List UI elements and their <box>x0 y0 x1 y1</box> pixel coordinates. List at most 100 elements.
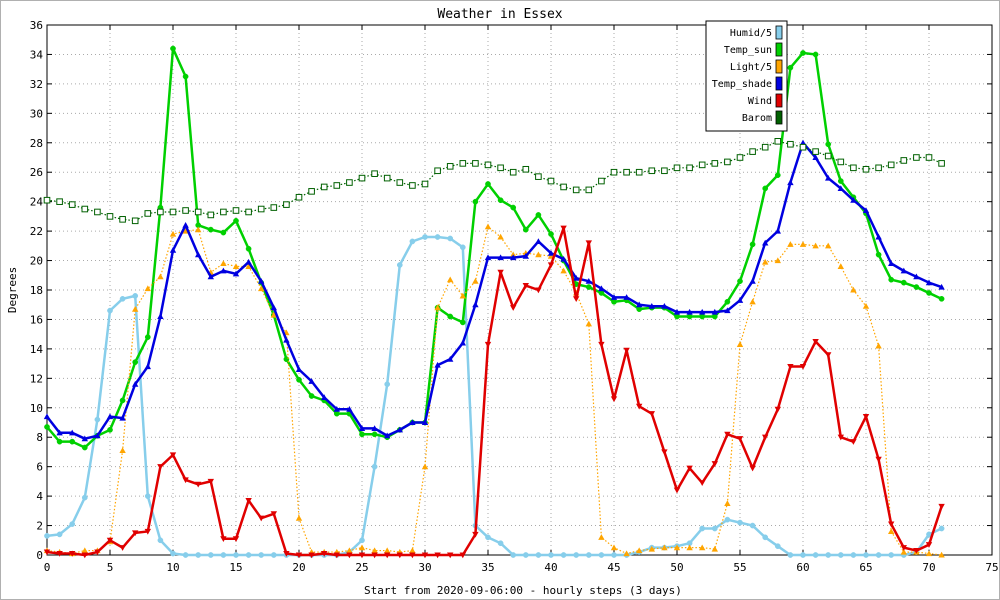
point-temp-sun <box>585 284 592 290</box>
point-temp-sun <box>837 178 844 184</box>
point-light-5 <box>497 233 504 240</box>
point-light-5 <box>220 260 227 267</box>
point-wind <box>169 452 177 459</box>
point-light-5 <box>736 341 744 348</box>
point-barom <box>711 160 719 167</box>
point-temp-sun <box>711 313 718 320</box>
point-barom <box>812 148 819 155</box>
point-barom <box>106 213 114 220</box>
point-light-5 <box>157 273 164 280</box>
series-line-temp-shade <box>46 141 943 440</box>
point-barom <box>169 208 177 216</box>
point-humid-5 <box>573 552 580 558</box>
point-temp-shade <box>636 301 643 308</box>
legend: Humid/5 Temp_sun Light/5 Temp_shade Wind Baro… <box>705 20 788 132</box>
point-light-5 <box>598 534 605 540</box>
point-wind <box>648 411 655 417</box>
point-temp-shade <box>358 425 366 431</box>
point-barom <box>648 167 656 175</box>
point-temp-shade <box>106 413 114 420</box>
series-wind <box>43 225 945 559</box>
x-tick-label: 65 <box>859 561 872 574</box>
point-temp-shade <box>736 297 744 303</box>
point-light-5 <box>673 544 681 551</box>
point-barom <box>308 188 315 195</box>
point-barom <box>283 201 290 208</box>
point-light-5 <box>434 304 441 311</box>
point-temp-sun <box>296 376 302 383</box>
y-tick-label: 0 <box>36 549 43 562</box>
point-temp-shade <box>762 239 769 246</box>
point-temp-sun <box>510 204 517 211</box>
point-barom <box>81 205 89 213</box>
point-wind <box>497 269 504 276</box>
point-temp-sun <box>762 185 769 192</box>
point-temp-sun <box>674 313 680 320</box>
point-barom <box>56 198 63 205</box>
point-temp-sun <box>699 313 706 320</box>
x-tick-label: 25 <box>355 561 368 574</box>
point-wind <box>245 497 252 504</box>
point-barom <box>635 168 643 176</box>
point-humid-5 <box>245 552 252 558</box>
point-wind <box>308 552 315 559</box>
point-wind <box>535 287 542 294</box>
legend-swatch-temp-shade <box>775 76 783 91</box>
point-barom <box>119 216 126 223</box>
point-light-5 <box>258 285 265 292</box>
point-temp-shade <box>547 249 555 256</box>
point-light-5 <box>119 447 126 454</box>
x-tick-label: 0 <box>44 561 51 574</box>
point-barom <box>824 152 832 160</box>
point-light-5 <box>774 257 781 264</box>
point-temp-sun <box>812 51 819 58</box>
point-wind <box>749 465 756 472</box>
point-wind <box>774 406 781 413</box>
point-barom <box>182 207 189 214</box>
point-temp-shade <box>270 304 277 311</box>
point-barom <box>875 164 882 172</box>
point-barom <box>257 205 265 213</box>
point-light-5 <box>875 342 882 349</box>
point-wind <box>144 528 151 535</box>
point-barom <box>522 165 530 173</box>
point-barom <box>787 140 794 148</box>
point-humid-5 <box>359 537 365 544</box>
point-barom <box>497 164 504 172</box>
point-temp-sun <box>485 181 491 187</box>
point-light-5 <box>245 263 252 270</box>
point-temp-shade <box>497 254 504 261</box>
point-temp-sun <box>245 245 252 252</box>
point-temp-shade <box>585 277 592 284</box>
point-temp-shade <box>510 254 517 261</box>
point-humid-5 <box>825 552 832 558</box>
x-tick-label: 45 <box>607 561 620 574</box>
point-humid-5 <box>548 552 554 558</box>
point-humid-5 <box>422 234 428 240</box>
point-humid-5 <box>396 262 403 268</box>
point-temp-shade <box>396 426 403 433</box>
point-wind <box>875 456 882 463</box>
point-temp-shade <box>610 294 618 300</box>
point-temp-sun <box>825 141 832 148</box>
point-temp-shade <box>749 277 756 284</box>
point-barom <box>724 158 731 166</box>
point-barom <box>560 183 567 191</box>
point-temp-sun <box>69 438 76 445</box>
point-temp-sun <box>333 410 340 417</box>
point-barom <box>358 174 366 182</box>
series-temp-shade <box>43 139 945 442</box>
point-temp-shade <box>245 258 252 265</box>
point-temp-shade <box>925 279 933 286</box>
point-light-5 <box>900 548 907 555</box>
point-wind <box>81 552 88 559</box>
point-temp-shade <box>346 406 353 412</box>
point-light-5 <box>610 544 618 551</box>
point-humid-5 <box>875 552 882 558</box>
point-wind <box>207 478 214 485</box>
point-temp-shade <box>560 255 567 262</box>
series-humid-5 <box>44 234 945 558</box>
point-temp-shade <box>623 294 630 300</box>
point-temp-shade <box>661 302 668 309</box>
point-light-5 <box>724 500 731 507</box>
